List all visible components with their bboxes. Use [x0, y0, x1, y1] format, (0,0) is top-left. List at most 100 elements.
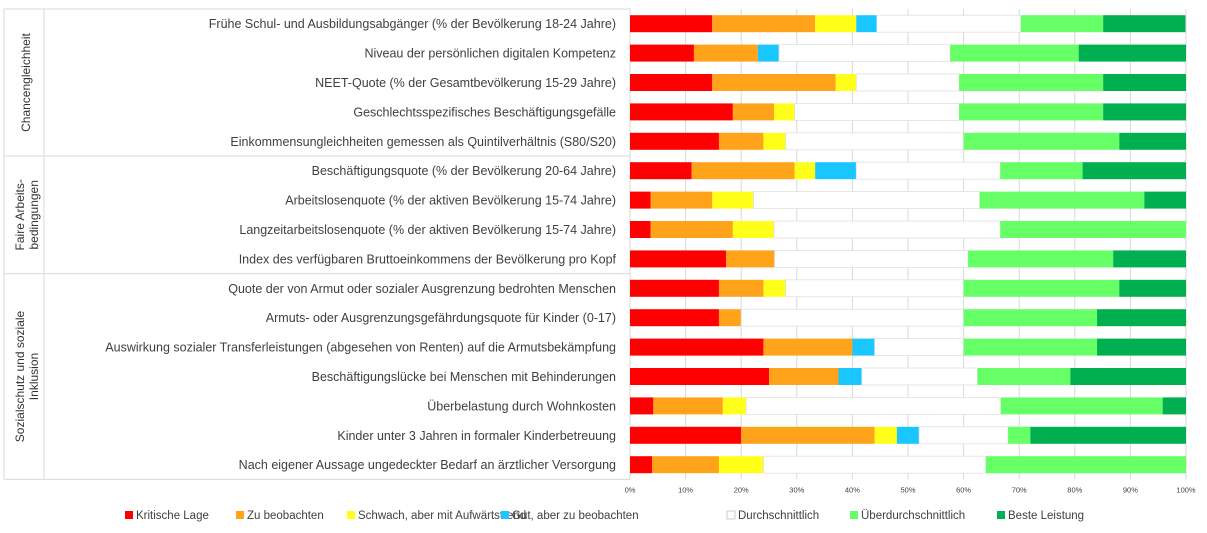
bar-segment — [855, 73, 960, 92]
bar-segment — [630, 397, 654, 415]
bar-segment — [693, 44, 758, 62]
bar-segment — [630, 103, 733, 121]
category-label: Einkommensungleichheiten gemessen als Qu… — [230, 135, 616, 149]
bar-segment — [835, 74, 857, 91]
bar-segment — [918, 426, 1009, 445]
bar-segment — [1119, 279, 1186, 297]
bar-segment — [718, 132, 764, 150]
bar-segment — [959, 103, 1104, 121]
bar-segment — [963, 309, 1098, 327]
bar-segment — [896, 426, 920, 444]
bar-segment — [950, 44, 1079, 62]
bar-segment — [773, 220, 1001, 239]
bar-segment — [630, 15, 713, 33]
group-label-line: Faire Arbeits- — [13, 179, 27, 250]
bar-segment — [968, 250, 1114, 268]
bar-segment — [712, 74, 836, 91]
bar-segment — [769, 368, 839, 385]
bar-segment — [753, 191, 981, 210]
legend-label: Schwach, aber mit Aufwärtstrend — [358, 510, 526, 522]
bar-segment — [630, 309, 719, 327]
bar-segment — [1119, 132, 1186, 150]
bar-segment — [718, 456, 764, 474]
bar-segment — [630, 279, 719, 297]
bar-segment — [718, 279, 764, 297]
bar-segment — [1008, 426, 1031, 444]
bar-segment — [874, 338, 965, 357]
bar-segment — [876, 14, 1022, 33]
x-tick-label: 10% — [678, 485, 693, 494]
category-label: Index des verfügbaren Bruttoeinkommens d… — [239, 252, 617, 266]
group-label-line: Sozialschutz und soziale — [13, 310, 27, 442]
bar-segment — [1103, 15, 1186, 33]
bar-segment — [650, 191, 713, 209]
group-label-line: bedingungen — [27, 180, 41, 249]
bar-segment — [712, 15, 816, 33]
bar-segment — [874, 426, 897, 444]
bar-segment — [763, 279, 786, 297]
bar-segment — [740, 308, 965, 327]
bar-segment — [1000, 162, 1083, 180]
legend-label: Beste Leistung — [1008, 510, 1084, 522]
bar-segment — [630, 456, 653, 474]
bar-segment — [630, 426, 742, 444]
category-label: Quote der von Armut oder sozialer Ausgre… — [228, 282, 616, 296]
legend-swatch — [347, 511, 355, 519]
bar-segment — [1144, 191, 1186, 209]
bar-segment — [815, 162, 857, 180]
category-label: Armuts- oder Ausgrenzungsgefährdungsquot… — [266, 311, 616, 325]
legend-label: Gut, aber zu beobachten — [512, 510, 639, 522]
bar-segment — [652, 456, 719, 474]
bar-segment — [1082, 162, 1186, 180]
bar-segment — [630, 74, 713, 91]
category-label: Beschäftigungslücke bei Menschen mit Beh… — [312, 370, 616, 384]
bar-segment — [712, 191, 754, 209]
category-label: Niveau der persönlichen digitalen Kompet… — [364, 47, 616, 61]
bar-segment — [963, 132, 1120, 150]
category-label: Nach eigener Aussage ungedeckter Bedarf … — [239, 458, 616, 472]
bar-segment — [726, 250, 775, 268]
bar-segment — [1097, 338, 1186, 356]
group-label: Faire Arbeits-bedingungen — [13, 179, 41, 250]
legend-swatch — [501, 511, 509, 519]
bar-segment — [732, 221, 775, 238]
x-tick-label: 20% — [734, 485, 749, 494]
bar-segment — [1103, 74, 1186, 91]
legend-label: Durchschnittlich — [738, 510, 819, 522]
bar-segment — [691, 162, 795, 180]
category-label: NEET-Quote (% der Gesamtbevölkerung 15-2… — [315, 76, 616, 90]
x-tick-label: 40% — [845, 485, 860, 494]
bar-segment — [815, 15, 857, 33]
bar-segment — [732, 103, 775, 121]
legend-swatch — [850, 511, 858, 519]
bar-segment — [785, 279, 964, 298]
bar-segment — [630, 44, 694, 62]
bar-segment — [855, 161, 1001, 180]
bar-segment — [852, 338, 875, 356]
group-label-line: Inklusion — [27, 353, 41, 400]
x-tick-label: 90% — [1123, 485, 1138, 494]
legend-swatch — [997, 511, 1005, 519]
bar-segment — [630, 221, 651, 238]
legend-swatch — [125, 511, 133, 519]
bar-segment — [794, 103, 960, 121]
bar-segment — [985, 456, 1186, 474]
bar-segment — [1030, 426, 1186, 444]
bar-segment — [757, 44, 780, 62]
bar-segment — [861, 367, 978, 386]
category-label: Arbeitslosenquote (% der aktiven Bevölke… — [285, 194, 616, 208]
bar-segment — [653, 397, 723, 415]
x-tick-label: 30% — [789, 485, 804, 494]
bar-segment — [630, 132, 719, 150]
bar-segment — [856, 15, 877, 33]
bar-segment — [774, 103, 795, 121]
bar-segment — [1000, 221, 1186, 238]
bar-segment — [1020, 15, 1104, 33]
x-tick-label: 0% — [625, 485, 636, 494]
bar-segment — [959, 74, 1104, 91]
bar-segment — [1097, 309, 1186, 327]
bar-segment — [785, 132, 964, 151]
bar-segment — [794, 162, 816, 180]
bar-segment — [630, 250, 727, 268]
